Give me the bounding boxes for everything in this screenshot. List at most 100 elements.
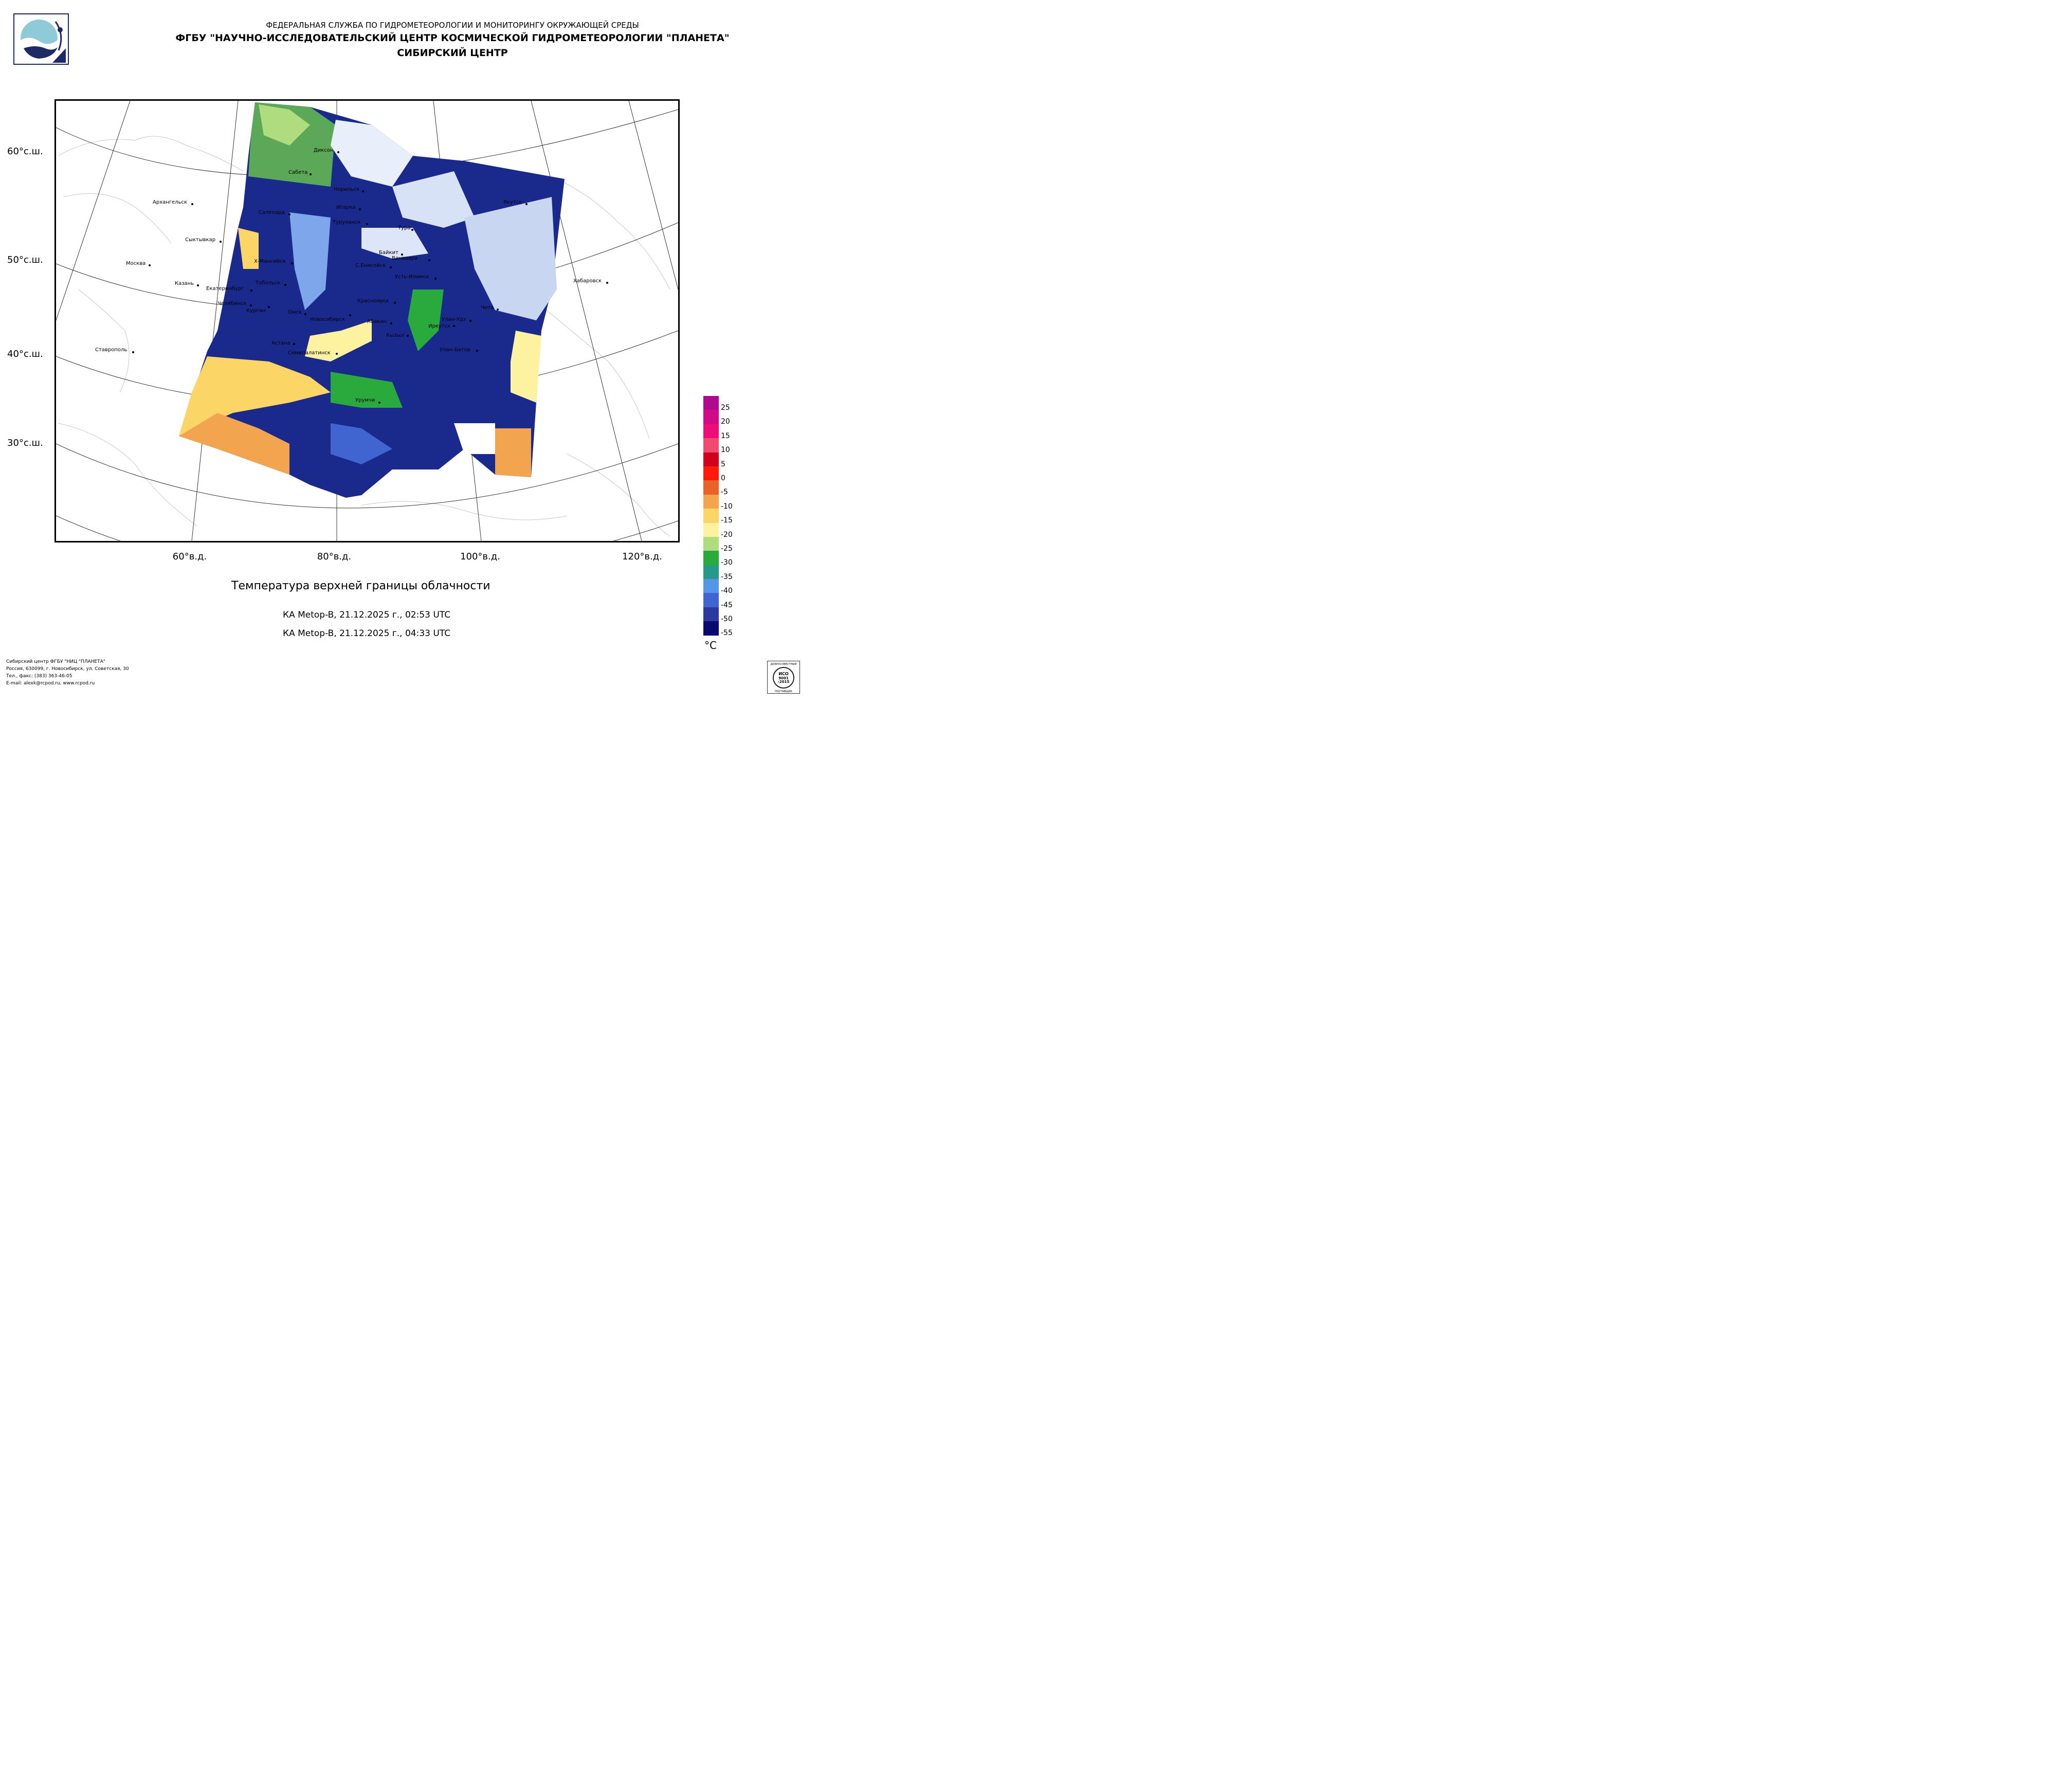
city-senisseysk: С.Енисейск	[355, 263, 392, 268]
legend-label: -35	[721, 572, 733, 581]
svg-text:Сабета: Сабета	[288, 170, 307, 175]
legend-swatch	[703, 536, 719, 551]
satellite-map: Диксон Сабета Норильск Архангельск Игарк…	[54, 99, 680, 542]
city-turukhansk: Туруханск	[332, 220, 368, 225]
legend-swatch	[703, 621, 719, 636]
city-novosibirsk: Новосибирск	[310, 314, 351, 322]
svg-text:Челябинск: Челябинск	[217, 301, 246, 306]
legend-swatch	[703, 522, 719, 537]
legend-label: -45	[721, 601, 733, 609]
svg-text:Красноярск: Красноярск	[357, 298, 389, 304]
legend-swatch	[703, 509, 719, 523]
svg-text:Астана: Астана	[271, 340, 290, 346]
svg-text:Абакан: Абакан	[367, 319, 387, 324]
city-krasnoyarsk: Красноярск	[357, 298, 396, 304]
city-norilsk: Норильск	[334, 187, 364, 192]
svg-text:Москва: Москва	[126, 261, 146, 266]
city-stavropol: Ставрополь	[95, 347, 134, 353]
svg-text:Екатеринбург: Екатеринбург	[206, 286, 244, 292]
lon-label-60: 60°в.д.	[172, 551, 207, 562]
city-semipalatinsk: Семипалатинск	[288, 350, 338, 356]
city-ulanude: Улан-Удэ	[442, 317, 471, 322]
city-astana: Астана	[271, 340, 295, 346]
city-ekaterinburg: Екатеринбург	[206, 286, 252, 292]
city-khabarovsk: Хабаровск	[573, 278, 608, 284]
temperature-legend	[703, 396, 719, 636]
city-irkutsk: Иркутск	[428, 323, 455, 329]
svg-text:Х-Мансийск: Х-Мансийск	[254, 259, 286, 264]
city-omsk: Омск	[288, 310, 306, 315]
svg-text:Сыктывкар: Сыктывкар	[185, 237, 215, 243]
city-tura: Тура	[397, 225, 413, 231]
legend-label: 0	[721, 474, 725, 483]
svg-text:Семипалатинск: Семипалатинск	[288, 350, 331, 356]
footer-org: Сибирский центр ФГБУ "НИЦ "ПЛАНЕТА"	[6, 659, 105, 664]
legend-label: -25	[721, 545, 733, 553]
city-abakan: Абакан	[367, 319, 392, 324]
svg-text:Чита: Чита	[481, 305, 494, 311]
map-caption: Температура верхней границы облачности	[231, 580, 490, 592]
header-center: СИБИРСКИЙ ЦЕНТР	[397, 47, 508, 59]
svg-text:ИСО: ИСО	[778, 672, 789, 676]
legend-swatch	[703, 466, 719, 481]
svg-text:Новосибирск: Новосибирск	[310, 317, 345, 322]
svg-text:Улан-Батор: Улан-Батор	[440, 347, 470, 353]
city-arkhangelsk: Архангельск	[153, 200, 193, 205]
legend-label: -50	[721, 615, 733, 624]
lon-label-120: 120°в.д.	[622, 551, 662, 562]
satellite-pass-2: КА Metop-B, 21.12.2025 г., 04:33 UTC	[283, 628, 451, 639]
lat-label-50: 50°с.ш.	[7, 255, 43, 265]
city-sabeta: Сабета	[288, 170, 312, 175]
city-kurgan: Курган	[246, 306, 270, 314]
city-urumqi: Урумчи	[355, 397, 380, 404]
legend-label: 15	[721, 431, 730, 440]
planeta-logo	[13, 13, 69, 65]
satellite-swath	[179, 102, 565, 498]
svg-text:Диксон: Диксон	[314, 148, 334, 153]
lat-label-40: 40°с.ш.	[7, 349, 43, 359]
city-kyzyl: Кызыл	[386, 333, 409, 338]
svg-text:ПОСТАВЩИК: ПОСТАВЩИК	[775, 690, 792, 693]
legend-swatch	[703, 424, 719, 439]
legend-label: -15	[721, 516, 733, 525]
svg-text:Тобольск: Тобольск	[255, 280, 280, 286]
city-ustilimsk: Усть-Илимск	[395, 274, 437, 280]
svg-text:Ванавара: Ванавара	[392, 256, 417, 261]
svg-text:Кызыл: Кызыл	[386, 333, 404, 338]
city-khmansiysk: Х-Мансийск	[254, 259, 293, 264]
svg-text:Байкит: Байкит	[379, 250, 398, 256]
svg-text:Салехард: Салехард	[259, 210, 285, 215]
legend-swatch	[703, 438, 719, 453]
legend-label: -10	[721, 502, 733, 511]
lat-label-30: 30°с.ш.	[7, 438, 43, 448]
legend-swatch	[703, 410, 719, 424]
footer-address: Россия, 630099, г. Новосибирск, ул. Сове…	[6, 666, 129, 672]
city-syktyvkar: Сыктывкар	[185, 237, 222, 243]
legend-label: -55	[721, 629, 733, 638]
header-agency: ФЕДЕРАЛЬНАЯ СЛУЖБА ПО ГИДРОМЕТЕОРОЛОГИИ …	[266, 21, 639, 30]
legend-swatch	[703, 593, 719, 607]
legend-label: -40	[721, 587, 733, 595]
legend-swatch	[703, 579, 719, 593]
svg-text:Хабаровск: Хабаровск	[573, 278, 602, 284]
legend-label: -30	[721, 558, 733, 567]
city-yakutsk: Якутск	[503, 200, 528, 205]
legend-label: 10	[721, 446, 730, 455]
city-markers: Диксон Сабета Норильск Архангельск Игарк…	[95, 148, 608, 404]
city-diksom: Диксон	[314, 148, 339, 153]
iso-certificate-logo: ДОБРОСОВЕСТНЫЙ ИСО 9001 -2015 ПОСТАВЩИК	[767, 661, 800, 694]
lat-label-60: 60°с.ш.	[7, 146, 43, 157]
footer-phone: Тел., факс: (383) 363-46-05	[6, 674, 72, 679]
legend-swatch	[703, 551, 719, 565]
svg-text:Омск: Омск	[288, 310, 302, 315]
svg-text:С.Енисейск: С.Енисейск	[355, 263, 386, 268]
city-tobolsk: Тобольск	[255, 280, 286, 286]
svg-text:Норильск: Норильск	[334, 187, 359, 192]
svg-text:Курган: Курган	[246, 308, 265, 314]
city-chita: Чита	[481, 305, 499, 311]
svg-text:Игарка: Игарка	[336, 205, 355, 210]
legend-swatch	[703, 565, 719, 580]
svg-text:Ставрополь: Ставрополь	[95, 347, 127, 353]
svg-text:ДОБРОСОВЕСТНЫЙ: ДОБРОСОВЕСТНЫЙ	[771, 662, 797, 666]
svg-text:9001: 9001	[778, 676, 789, 680]
